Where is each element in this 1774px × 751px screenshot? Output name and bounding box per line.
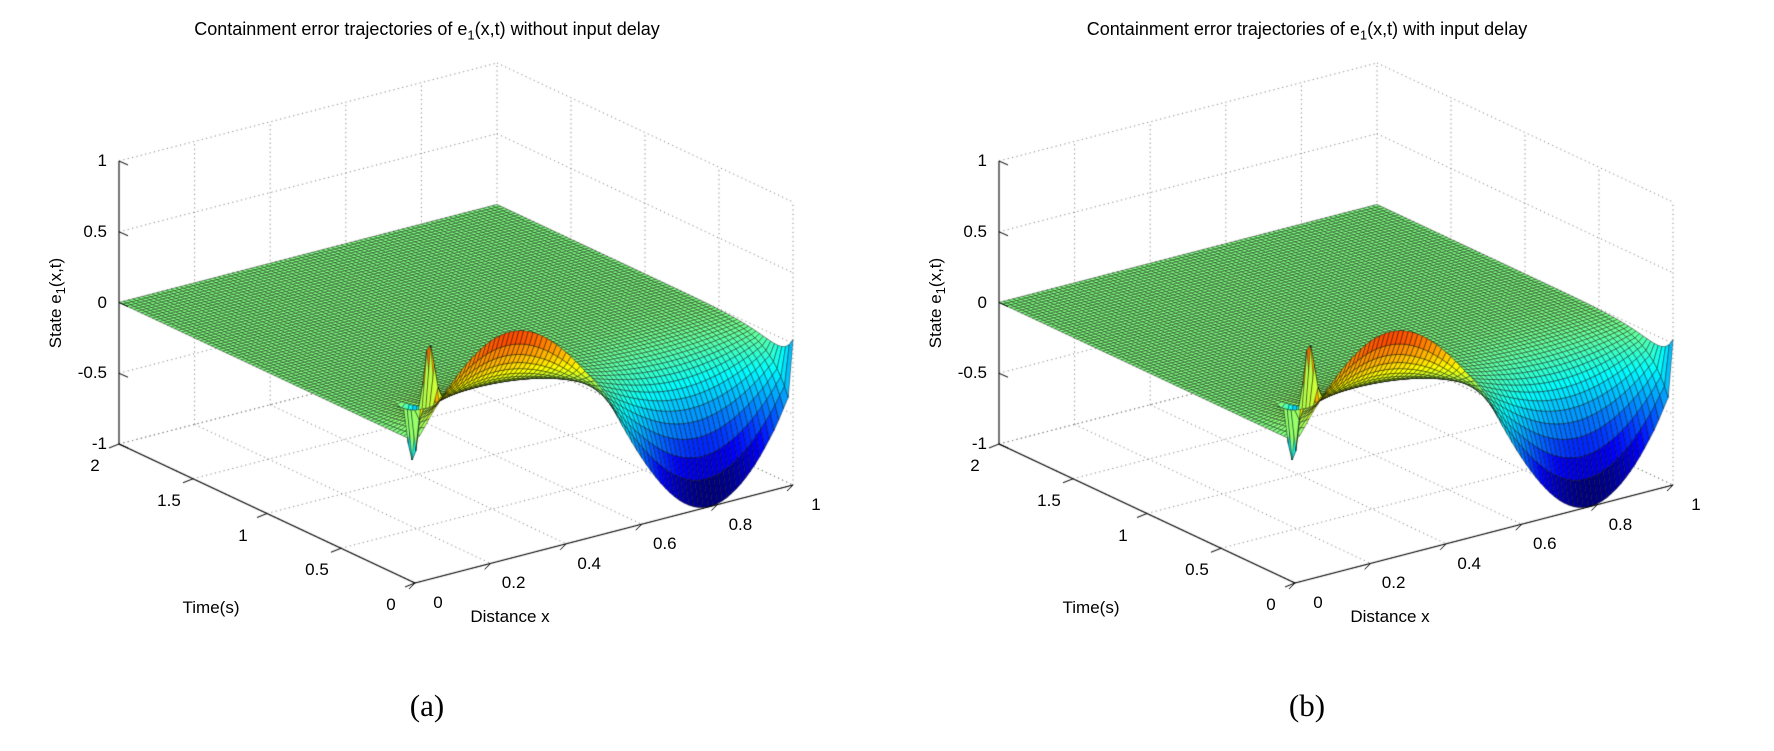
z-tick-label: 1: [977, 151, 987, 170]
plot-title-text: Containment error trajectories of e: [1086, 19, 1360, 39]
panel-a: Containment error trajectories of e1(x,t…: [46, 19, 821, 723]
z-tick-label: 0.5: [83, 221, 107, 241]
x-tick-label: 0.4: [577, 553, 602, 573]
z-axis-label-subscript: 1: [53, 287, 69, 295]
z-tick-label: 0: [977, 292, 987, 312]
x-tick-label: 0.2: [501, 573, 526, 593]
plot-title-text: Containment error trajectories of e: [194, 19, 468, 39]
z-axis-label-text: State e: [45, 294, 65, 349]
t-tick-label: 0: [386, 595, 396, 614]
t-tick-label: 0.5: [305, 560, 329, 580]
plot-title-a: Containment error trajectories of e1(x,t…: [194, 19, 659, 43]
subfigure-caption-b: (b): [1288, 688, 1326, 723]
t-tick-label: 2: [970, 456, 980, 475]
t-tick-label: 1: [1118, 525, 1128, 545]
x-tick-label: 0.4: [1457, 553, 1482, 573]
t-tick-label: 1.5: [157, 490, 181, 510]
distance-axis-label-a: Distance x: [470, 607, 550, 626]
z-tick-label: -1: [91, 434, 107, 453]
plot-title-text-suffix: (x,t) with input delay: [1367, 19, 1528, 39]
x-tick-label: 0.6: [1532, 534, 1557, 554]
t-tick-label: 0: [1266, 595, 1276, 614]
z-tick-label: 0.5: [963, 221, 987, 241]
x-tick-label: 1: [811, 495, 821, 514]
z-axis-label-text-suffix: (x,t): [45, 257, 65, 288]
x-tick-label: 1: [1691, 495, 1701, 514]
z-tick-label: -0.5: [77, 363, 107, 383]
z-tick-label: -1: [971, 434, 987, 453]
t-tick-label: 2: [90, 456, 100, 475]
plot-title-subscript: 1: [467, 27, 475, 43]
z-axis-label-text: State e: [925, 294, 945, 349]
z-axis-label-a: State e1(x,t): [46, 258, 68, 348]
x-tick-label: 0.2: [1381, 573, 1406, 593]
x-tick-label: 0: [433, 593, 443, 612]
z-tick-label: 0: [97, 292, 107, 312]
plot-title-subscript: 1: [1359, 27, 1368, 43]
x-tick-label: 0: [1313, 593, 1323, 612]
t-tick-label: 1.5: [1037, 490, 1061, 510]
t-tick-label: 0.5: [1185, 560, 1209, 580]
z-axis-label-subscript: 1: [933, 287, 949, 295]
x-tick-label: 0.6: [652, 534, 677, 554]
subfigure-caption-a: (a): [409, 688, 445, 723]
x-tick-label: 0.8: [728, 514, 753, 534]
distance-axis-label-b: Distance x: [1350, 607, 1430, 626]
z-axis-label-text-suffix: (x,t): [925, 257, 945, 288]
time-axis-label-a: Time(s): [182, 598, 240, 617]
x-tick-label: 0.8: [1608, 514, 1633, 534]
z-tick-label: 1: [97, 151, 107, 170]
plot-title-text-suffix: (x,t) without input delay: [474, 19, 660, 39]
z-axis-label-b: State e1(x,t): [926, 258, 948, 348]
z-tick-label: -0.5: [957, 363, 987, 383]
panel-b: Containment error trajectories of e1(x,t…: [880, 0, 1774, 751]
t-tick-label: 1: [238, 525, 248, 545]
time-axis-label-b: Time(s): [1062, 598, 1120, 617]
plot-title-b: Containment error trajectories of e1(x,t…: [1087, 19, 1527, 43]
